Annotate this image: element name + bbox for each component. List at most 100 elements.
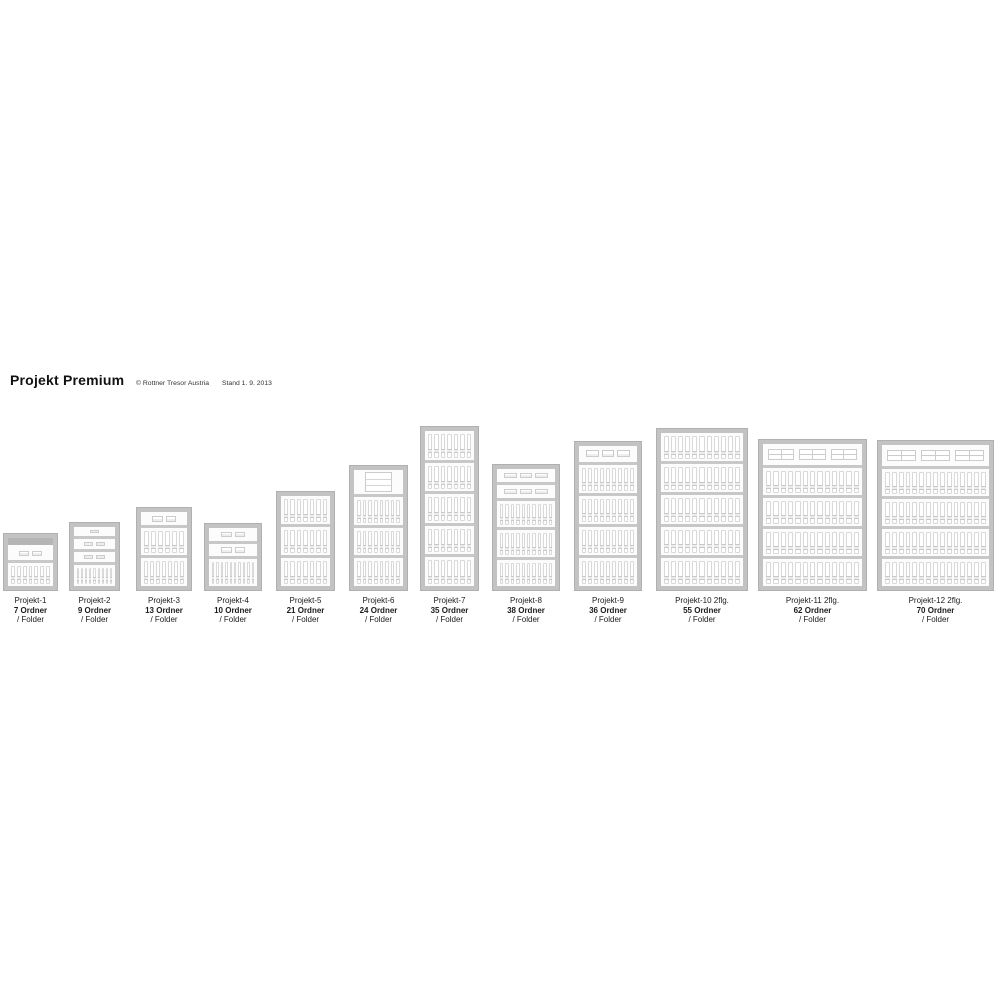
folder-spine-icon	[846, 531, 853, 554]
folder-spine-icon	[144, 531, 149, 554]
folder-spine-icon	[885, 561, 890, 584]
folder-spine-icon	[706, 467, 712, 491]
cabinet-folder-word: / Folder	[921, 615, 950, 624]
folder-spine-icon	[290, 499, 296, 522]
folder-spine-icon	[527, 562, 531, 584]
folder-spine-icon	[734, 498, 741, 522]
folder-spine-icon	[357, 500, 361, 523]
folder-spine-icon	[316, 561, 321, 584]
folder-spine-icon	[447, 528, 453, 553]
drawers-row	[497, 485, 555, 502]
folder-spine-icon	[802, 531, 809, 554]
cabinet-folder-word: / Folder	[80, 615, 109, 624]
folder-spine-icon	[242, 562, 246, 585]
folder-spine-icon	[802, 561, 809, 585]
drawer-groups-row	[882, 445, 989, 469]
folder-spine-icon	[839, 561, 845, 585]
folder-spine-icon	[734, 560, 741, 585]
folder-spine-icon	[582, 467, 586, 491]
folder-spine-icon	[34, 566, 39, 584]
folder-spine-icon	[309, 561, 315, 584]
folder-spine-icon	[510, 562, 515, 584]
folders-row	[763, 468, 862, 499]
folders-row	[661, 527, 743, 558]
folder-spine-icon	[853, 471, 860, 494]
folder-spine-icon	[532, 504, 537, 526]
cabinet-folder-word: / Folder	[512, 615, 540, 624]
drawer-icon	[19, 550, 29, 557]
folder-spine-icon	[624, 560, 628, 584]
folder-spine-icon	[624, 529, 628, 553]
folder-spine-icon	[960, 561, 966, 584]
folder-spine-icon	[500, 533, 504, 555]
folder-spine-icon	[933, 471, 938, 494]
folder-spine-icon	[612, 560, 616, 584]
folder-spine-icon	[618, 529, 622, 553]
folders-row	[882, 469, 989, 499]
folder-spine-icon	[296, 561, 302, 584]
folder-spine-icon	[960, 501, 966, 524]
folder-spine-icon	[919, 531, 925, 554]
drawers-row	[497, 469, 555, 486]
folder-spine-icon	[521, 562, 526, 584]
folder-spine-icon	[396, 530, 400, 554]
folder-spine-icon	[933, 561, 938, 584]
folder-spine-icon	[678, 560, 684, 585]
cabinet-label: Projekt-12 2flg. 70 Ordner / Folder	[876, 596, 996, 625]
folder-spine-icon	[885, 531, 890, 554]
folder-spine-icon	[891, 471, 897, 494]
stand-date: Stand 1. 9. 2013	[222, 380, 272, 387]
cabinet-ordner-count: 35 Ordner	[430, 605, 469, 615]
folder-spine-icon	[466, 528, 472, 553]
folder-spine-icon	[612, 467, 616, 491]
folder-spine-icon	[713, 498, 719, 522]
folder-spine-icon	[630, 560, 634, 584]
cabinet-ordner-count: 13 Ordner	[145, 605, 183, 615]
folder-spine-icon	[505, 533, 510, 555]
folder-spine-icon	[706, 436, 712, 460]
cabinet-ordner-count: 21 Ordner	[286, 605, 325, 615]
folder-spine-icon	[699, 529, 705, 553]
folder-spine-icon	[953, 531, 959, 554]
folder-spine-icon	[898, 561, 904, 584]
folder-spine-icon	[795, 561, 801, 585]
cabinet-model-name: Projekt-2	[78, 596, 111, 605]
folder-spine-icon	[685, 467, 691, 491]
cabinet-ordner-count: 70 Ordner	[916, 605, 955, 615]
folders-row	[661, 495, 743, 527]
folder-spine-icon	[385, 530, 389, 554]
folder-spine-icon	[919, 501, 925, 524]
folder-spine-icon	[390, 561, 395, 584]
folder-spine-icon	[787, 561, 794, 585]
folder-spine-icon	[692, 529, 698, 553]
folder-spine-icon	[600, 467, 604, 491]
folder-spine-icon	[734, 529, 741, 553]
folder-spine-icon	[466, 560, 472, 584]
folder-spine-icon	[773, 531, 779, 554]
drawer-group-icon	[887, 449, 916, 461]
folder-spine-icon	[853, 501, 860, 524]
folder-spine-icon	[543, 562, 548, 584]
folder-spine-icon	[720, 529, 726, 553]
folder-spine-icon	[368, 561, 372, 584]
drawers-row	[74, 552, 115, 566]
folders-row	[661, 558, 743, 586]
folder-spine-icon	[671, 436, 677, 460]
drawer-icon	[234, 531, 246, 537]
drawer-icon	[366, 486, 391, 491]
folder-spine-icon	[600, 529, 604, 553]
folder-spine-icon	[168, 561, 172, 584]
drawer-icon	[96, 555, 106, 560]
folder-spine-icon	[510, 533, 515, 555]
folder-spine-icon	[296, 499, 302, 522]
folder-spine-icon	[839, 531, 845, 554]
folder-spine-icon	[939, 561, 945, 584]
folder-spine-icon	[905, 531, 911, 554]
folder-spine-icon	[582, 560, 586, 584]
cabinet-label: Projekt-10 2flg. 55 Ordner / Folder	[642, 596, 762, 625]
cabinet-folder-word: / Folder	[688, 615, 716, 624]
folders-row	[281, 496, 330, 527]
safe-interior	[882, 445, 989, 586]
drawer-icon	[601, 450, 615, 458]
folder-spine-icon	[594, 529, 598, 553]
